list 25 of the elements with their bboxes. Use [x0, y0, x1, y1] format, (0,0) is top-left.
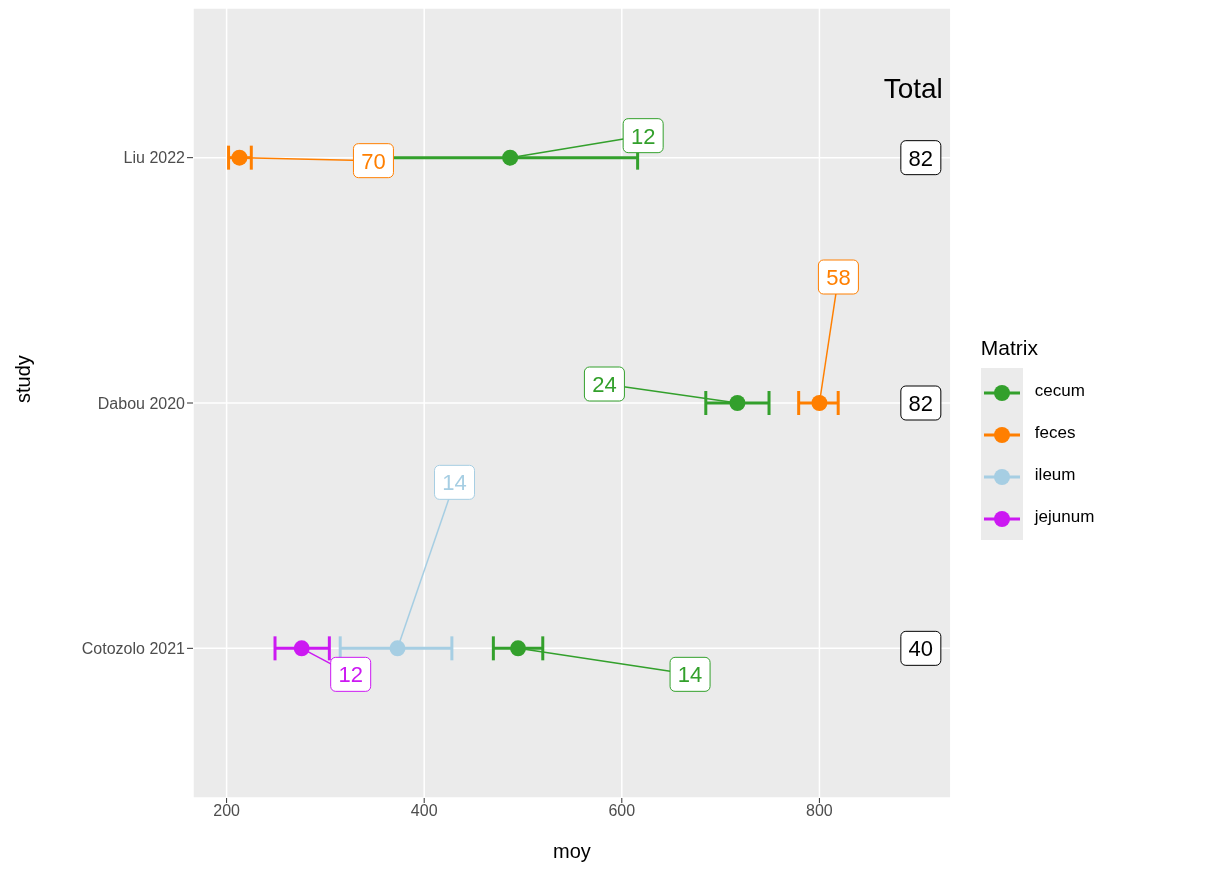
annotation: 70 [361, 148, 386, 174]
legend-title: Matrix [980, 336, 1038, 360]
annotation: 14 [677, 662, 703, 688]
y-axis-title: study [12, 355, 35, 403]
text: 82 [908, 391, 934, 416]
text: 82 [908, 145, 934, 171]
legend-label: feces [1034, 423, 1076, 443]
annotation: 14 [442, 470, 467, 496]
y-tick-label: Cotozolo 2021 [81, 640, 186, 658]
x-tick-label: 200 [213, 802, 241, 820]
annotation: 12 [630, 123, 656, 149]
legend-label: ileum [1034, 465, 1076, 485]
x-tick-label: 800 [806, 802, 833, 820]
annotation: Total [883, 72, 943, 104]
y-tick-label: Dabou 2020 [97, 394, 186, 412]
annotation: 24 [592, 372, 617, 397]
x-axis-title: moy [553, 840, 591, 862]
x-tick-label: 400 [410, 802, 438, 820]
y-tick-label: Liu 2022 [123, 149, 186, 167]
legend-label: cecum [1034, 381, 1085, 401]
annotation: 12 [338, 662, 363, 688]
text: 40 [908, 636, 934, 662]
x-tick-label: 600 [608, 802, 636, 820]
annotation: 58 [826, 265, 851, 290]
legend-label: jejunum [1034, 507, 1095, 527]
